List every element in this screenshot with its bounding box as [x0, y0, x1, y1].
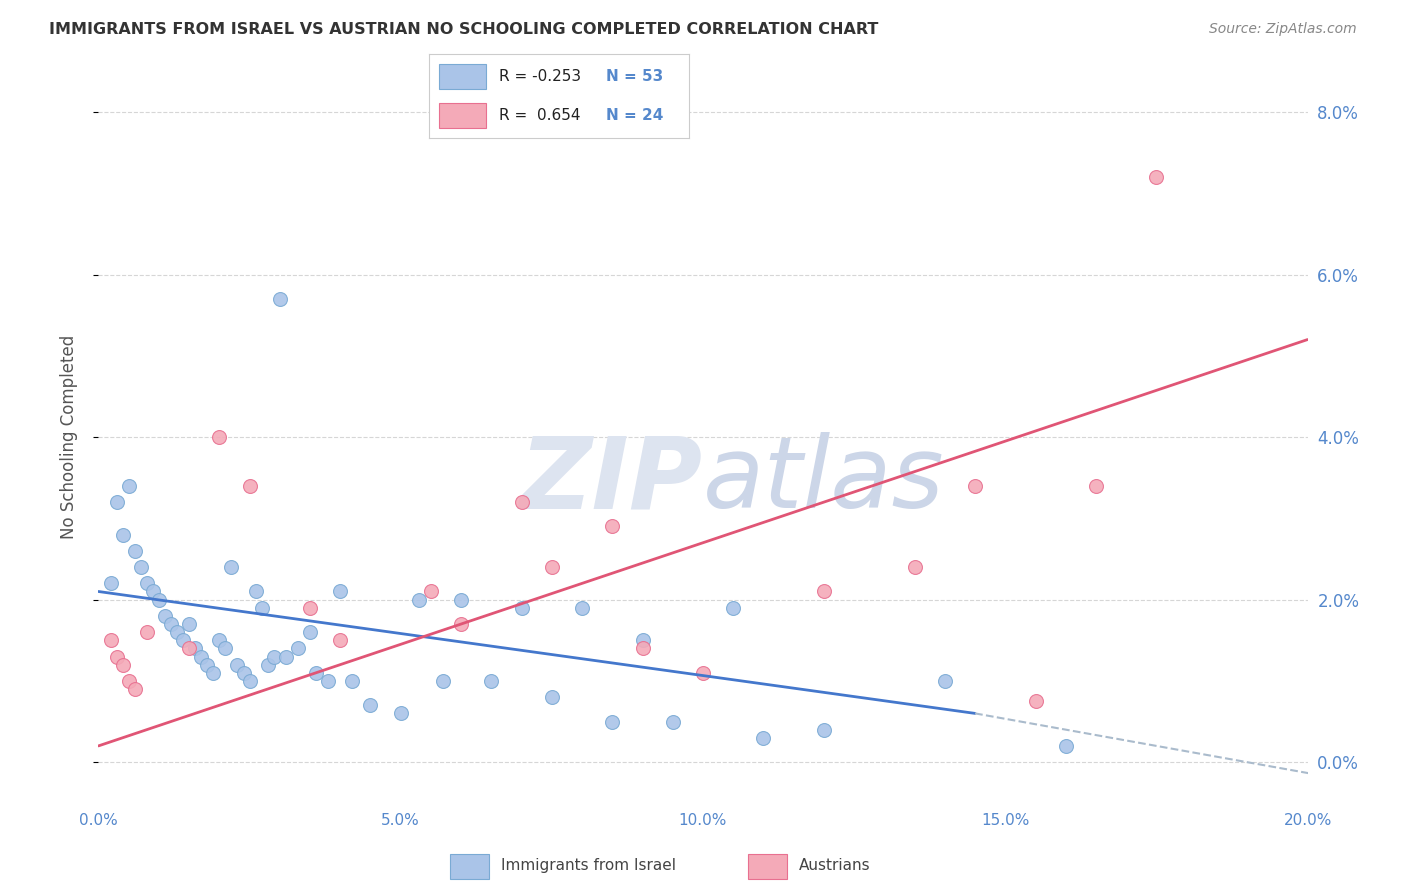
- Point: [135, 625, 157, 640]
- Point: [305, 665, 328, 680]
- Point: [432, 673, 454, 688]
- Text: ZIP: ZIP: [520, 433, 703, 530]
- Point: [172, 633, 194, 648]
- Point: [190, 649, 212, 664]
- Text: N = 53: N = 53: [606, 69, 664, 84]
- Point: [420, 584, 443, 599]
- Point: [752, 731, 775, 745]
- Point: [602, 714, 624, 729]
- Point: [208, 633, 231, 648]
- Point: [239, 673, 262, 688]
- Point: [256, 657, 278, 672]
- Y-axis label: No Schooling Completed: No Schooling Completed: [59, 335, 77, 539]
- Point: [631, 633, 654, 648]
- Point: [100, 576, 122, 591]
- Point: [1085, 479, 1108, 493]
- Point: [245, 584, 267, 599]
- Point: [111, 527, 134, 541]
- Point: [389, 706, 412, 721]
- Point: [904, 560, 927, 574]
- Point: [250, 600, 273, 615]
- Point: [226, 657, 249, 672]
- FancyBboxPatch shape: [748, 855, 787, 879]
- FancyBboxPatch shape: [439, 103, 486, 128]
- Point: [195, 657, 218, 672]
- Point: [111, 657, 134, 672]
- Point: [934, 673, 956, 688]
- Point: [208, 430, 231, 444]
- Point: [160, 617, 183, 632]
- Point: [450, 617, 472, 632]
- Point: [692, 665, 714, 680]
- Point: [1024, 694, 1046, 708]
- Point: [142, 584, 165, 599]
- Point: [408, 592, 430, 607]
- Point: [274, 649, 297, 664]
- Text: atlas: atlas: [703, 433, 945, 530]
- Point: [179, 617, 201, 632]
- Text: IMMIGRANTS FROM ISRAEL VS AUSTRIAN NO SCHOOLING COMPLETED CORRELATION CHART: IMMIGRANTS FROM ISRAEL VS AUSTRIAN NO SC…: [49, 22, 879, 37]
- Point: [202, 665, 225, 680]
- Point: [232, 665, 254, 680]
- Point: [287, 641, 309, 656]
- Point: [263, 649, 285, 664]
- Point: [813, 723, 835, 737]
- Point: [571, 600, 593, 615]
- Point: [166, 625, 188, 640]
- Point: [540, 690, 562, 705]
- Point: [184, 641, 207, 656]
- Point: [129, 560, 152, 574]
- Point: [510, 495, 533, 509]
- Point: [316, 673, 339, 688]
- Point: [221, 560, 243, 574]
- Point: [510, 600, 533, 615]
- Point: [1054, 739, 1077, 753]
- Point: [481, 673, 503, 688]
- Point: [360, 698, 382, 713]
- Point: [179, 641, 201, 656]
- Text: N = 24: N = 24: [606, 108, 664, 123]
- Text: R =  0.654: R = 0.654: [499, 108, 581, 123]
- Point: [105, 649, 128, 664]
- Point: [269, 292, 291, 306]
- Point: [1146, 169, 1168, 184]
- Point: [135, 576, 157, 591]
- Point: [124, 544, 146, 558]
- Point: [631, 641, 654, 656]
- Text: R = -0.253: R = -0.253: [499, 69, 581, 84]
- Point: [602, 519, 624, 533]
- Text: Austrians: Austrians: [799, 858, 870, 872]
- Point: [342, 673, 364, 688]
- Point: [239, 479, 262, 493]
- Point: [148, 592, 170, 607]
- FancyBboxPatch shape: [439, 63, 486, 89]
- Point: [540, 560, 562, 574]
- Point: [965, 479, 987, 493]
- Point: [813, 584, 835, 599]
- Point: [118, 479, 141, 493]
- Point: [100, 633, 122, 648]
- Point: [299, 625, 322, 640]
- Point: [214, 641, 236, 656]
- Text: Immigrants from Israel: Immigrants from Israel: [501, 858, 675, 872]
- FancyBboxPatch shape: [450, 855, 489, 879]
- Point: [329, 633, 352, 648]
- Point: [299, 600, 322, 615]
- Point: [153, 608, 176, 623]
- Point: [124, 681, 146, 696]
- Point: [450, 592, 472, 607]
- Point: [661, 714, 683, 729]
- Point: [118, 673, 141, 688]
- Point: [723, 600, 745, 615]
- Point: [105, 495, 128, 509]
- Point: [329, 584, 352, 599]
- Text: Source: ZipAtlas.com: Source: ZipAtlas.com: [1209, 22, 1357, 37]
